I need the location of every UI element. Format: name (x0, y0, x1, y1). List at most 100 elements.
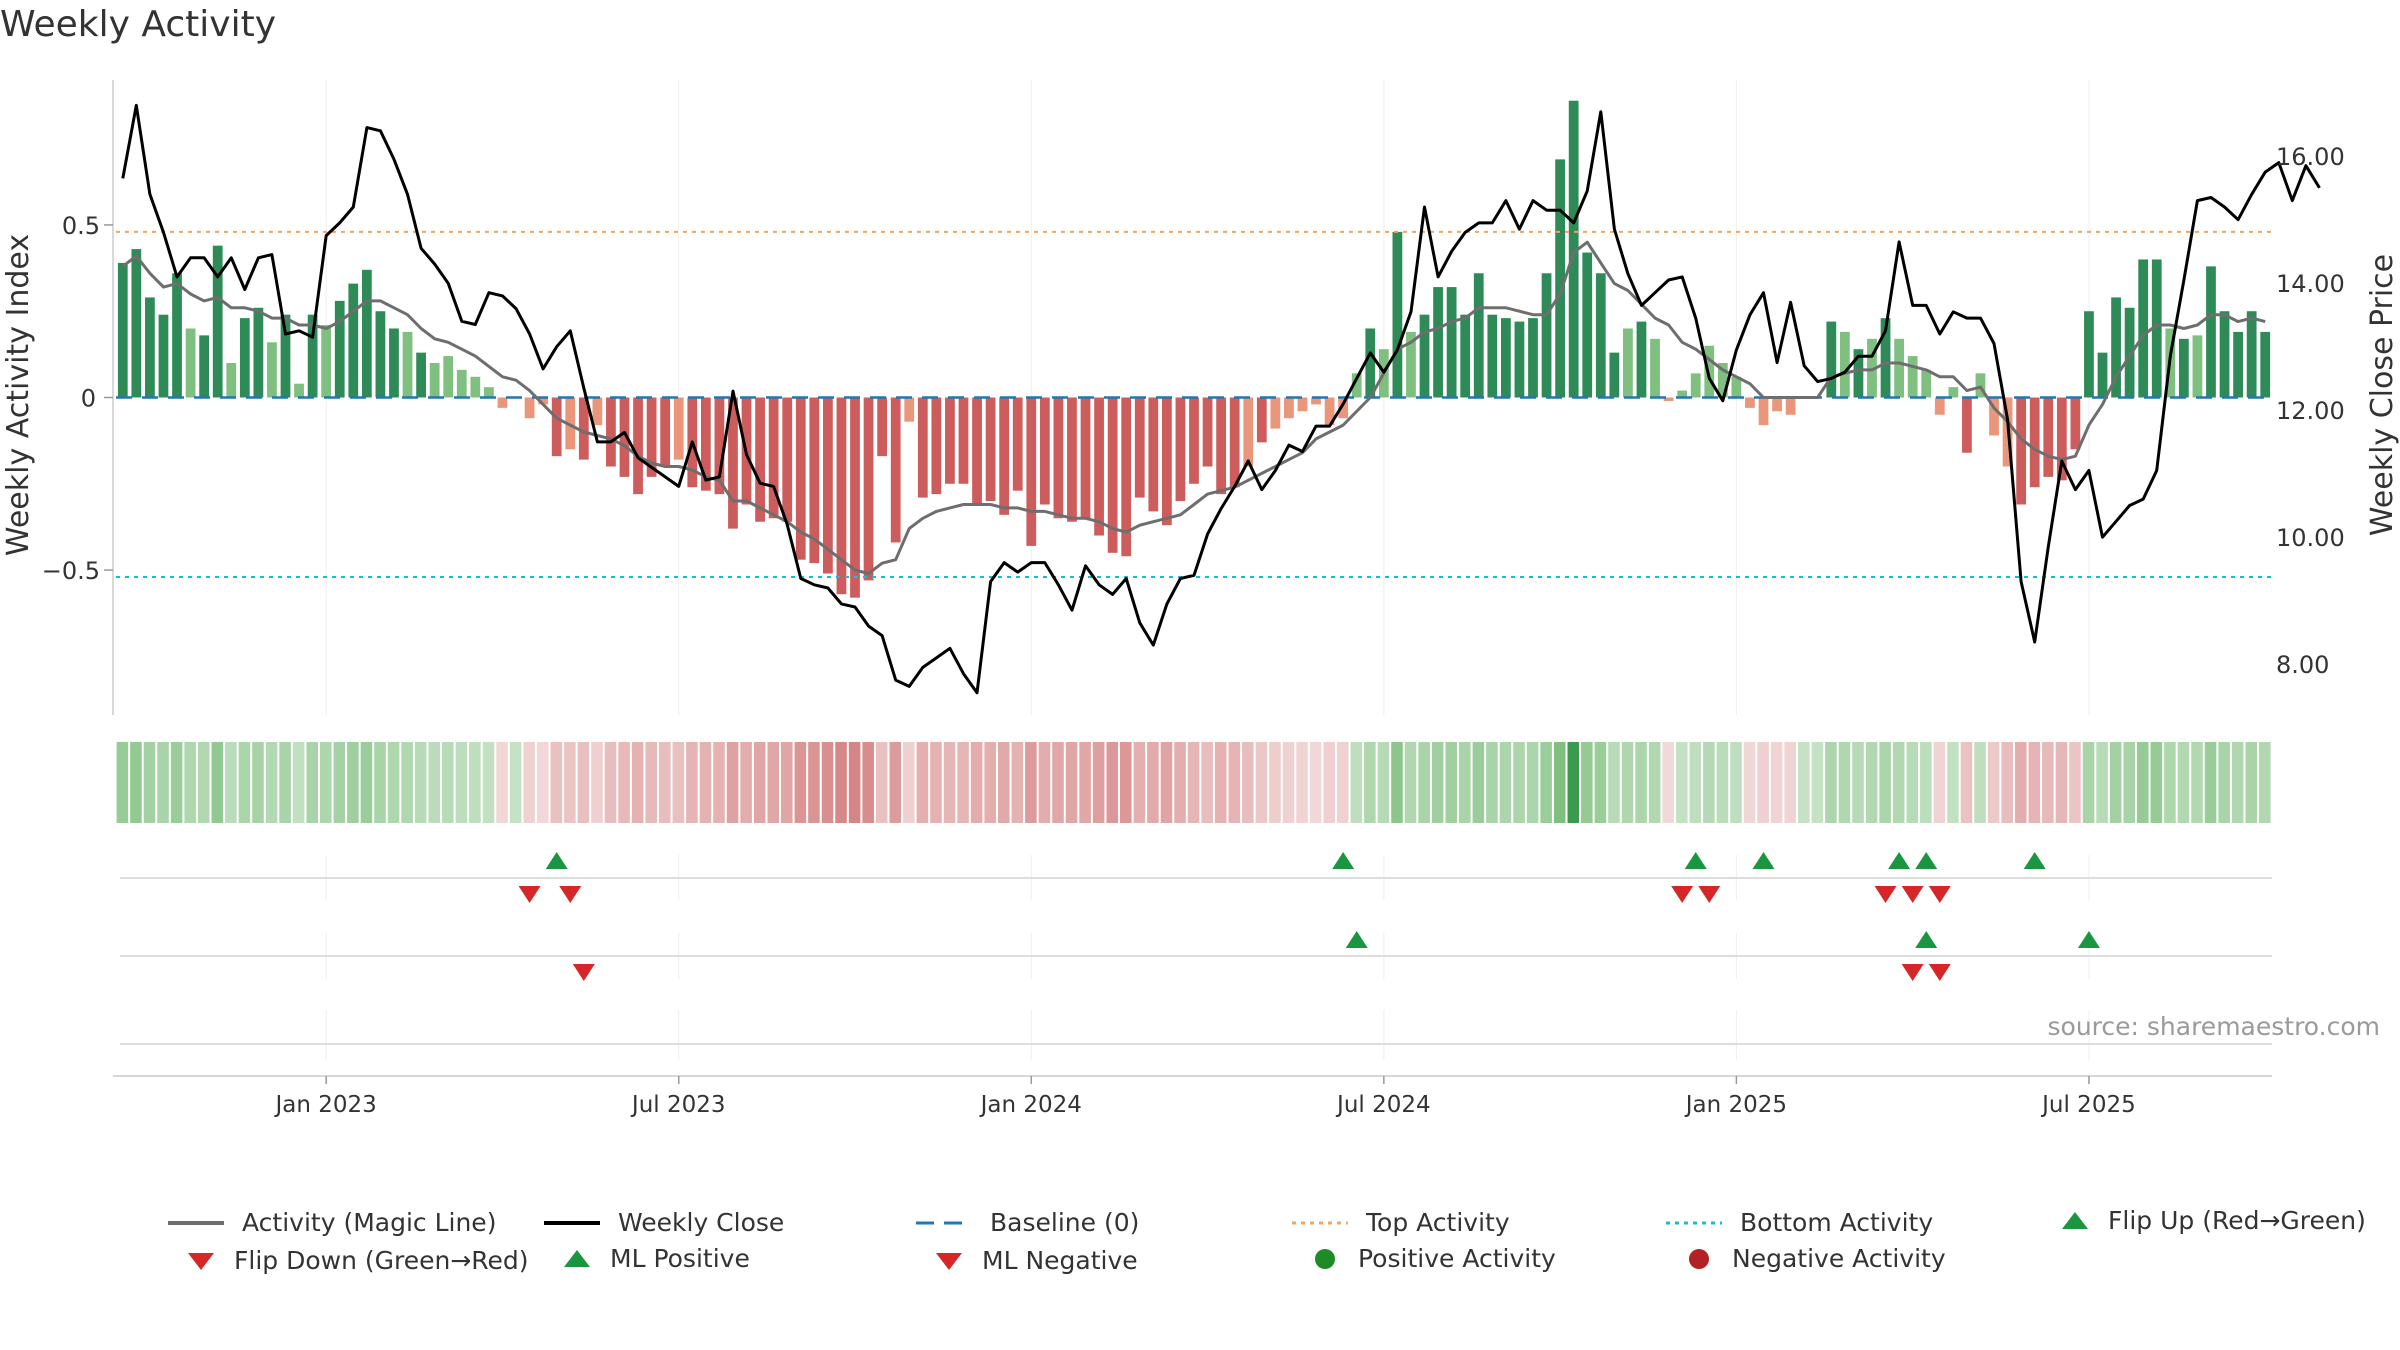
flip-down-marker (559, 886, 582, 903)
heat-strip-cell (984, 742, 996, 823)
flip-down-marker (1698, 886, 1721, 903)
left-tick-label: 0.5 (62, 212, 100, 240)
activity-bar (416, 352, 426, 398)
flip-up-marker (1888, 852, 1911, 869)
activity-bar (836, 397, 847, 595)
heat-strip-cell (1581, 742, 1593, 823)
heat-strip-cell (523, 742, 535, 823)
flip-down-marker (1671, 886, 1694, 903)
activity-bar (1148, 397, 1159, 512)
activity-bar (1528, 318, 1538, 398)
heat-strip-cell (835, 742, 847, 823)
activity-bar (2084, 311, 2094, 398)
activity-bar (1351, 373, 1362, 398)
legend-item-ml-negative: ML Negative (930, 1246, 1138, 1275)
heat-strip-cell (252, 742, 264, 823)
activity-bar (1880, 318, 1891, 398)
heat-strip-cell (2204, 742, 2217, 823)
activity-bar (402, 331, 413, 398)
activity-bar (2178, 338, 2189, 398)
heat-strip-cell (1133, 742, 1146, 823)
heat-strip-cell (1011, 742, 1024, 823)
heat-strip-cell (2109, 742, 2122, 823)
flip-up-marker (1684, 852, 1707, 869)
signal-panels (120, 852, 2272, 1060)
heat-strip-cell (550, 742, 563, 823)
heat-strip-cell (672, 742, 685, 823)
heat-strip-cell (374, 742, 386, 823)
heat-strip-cell (1906, 742, 1919, 823)
activity-bar (1311, 397, 1321, 405)
legend-item-ml-positive: ML Positive (558, 1244, 750, 1273)
activity-bar (1189, 397, 1199, 484)
activity-bar (1270, 397, 1281, 429)
heat-strip-cell (306, 742, 318, 823)
heat-strip-cell (360, 742, 373, 823)
heat-strip-cell (1825, 742, 1837, 823)
activity-bar (972, 397, 982, 505)
activity-bar (1745, 397, 1755, 408)
heat-strip-cell (469, 742, 481, 823)
heat-strip-cell (442, 742, 454, 823)
chart-title: Weekly Activity (0, 4, 277, 45)
activity-bar (1514, 321, 1525, 398)
source-note: source: sharemaestro.com (2047, 1012, 2381, 1041)
heat-strip-cell (2001, 742, 2013, 823)
heat-strip-cell (726, 742, 739, 823)
activity-bar (185, 328, 196, 398)
heat-strip-cell (2191, 742, 2203, 823)
heat-strip-cell (414, 742, 427, 823)
activity-bar (484, 387, 494, 398)
activity-bar (755, 397, 765, 522)
heat-strip-cell (1065, 742, 1078, 823)
heat-strip-cell (1513, 742, 1525, 823)
ml-positive-marker (1915, 931, 1938, 948)
legend-item-top-activity: Top Activity (1290, 1208, 1510, 1237)
heat-strip-cell (536, 742, 549, 823)
activity-bar (1067, 397, 1077, 522)
activity-bar (606, 397, 616, 467)
heat-strip-cell (455, 742, 468, 823)
activity-bar (1202, 397, 1213, 467)
activity-bar (1975, 373, 1986, 398)
activity-bar (999, 397, 1010, 515)
heat-strip-cell (401, 742, 413, 823)
activity-bar (239, 318, 250, 398)
heat-strip-cell (1730, 742, 1742, 823)
heat-strip-cell (1364, 742, 1376, 823)
right-tick-label: 8.00 (2276, 651, 2329, 679)
right-tick-label: 14.00 (2276, 270, 2345, 298)
x-tick-label: Jul 2024 (1335, 1092, 1431, 1118)
heat-strip-cell (862, 742, 874, 823)
ml-negative-marker (1901, 964, 1924, 981)
heat-strip-cell (2014, 742, 2027, 823)
heat-strip-cell (2259, 742, 2271, 823)
ml-positive-marker (2077, 931, 2100, 948)
activity-bar (1460, 314, 1471, 398)
heat-strip-cell (347, 742, 359, 823)
activity-bar (294, 383, 304, 398)
heat-strip-cell (1052, 742, 1064, 823)
activity-bar (1026, 397, 1037, 546)
activity-bar (1568, 100, 1579, 398)
heat-strip-cell (1269, 742, 1281, 823)
heat-strip-cell (1445, 742, 1458, 823)
ml-negative-marker (572, 964, 595, 981)
legend-label: ML Positive (610, 1244, 750, 1273)
heat-strip-cell (225, 742, 237, 823)
activity-heat-strip (116, 742, 2271, 823)
right-tick-label: 10.00 (2276, 524, 2345, 552)
heat-strip-cell (1648, 742, 1661, 823)
heat-strip-cell (903, 742, 915, 823)
activity-bar (1324, 397, 1335, 426)
heat-strip-cell (143, 742, 156, 823)
activity-bar (1487, 314, 1498, 398)
activity-bar (660, 397, 671, 467)
flip-down-marker (1928, 886, 1951, 903)
legend-item-baseline: Baseline (0) (914, 1208, 1139, 1237)
heat-strip-cell (1459, 742, 1471, 823)
activity-bar (1541, 273, 1552, 398)
left-tick-label: 0 (81, 385, 96, 413)
activity-bar (646, 397, 657, 477)
heat-strip-cell (1350, 742, 1363, 823)
